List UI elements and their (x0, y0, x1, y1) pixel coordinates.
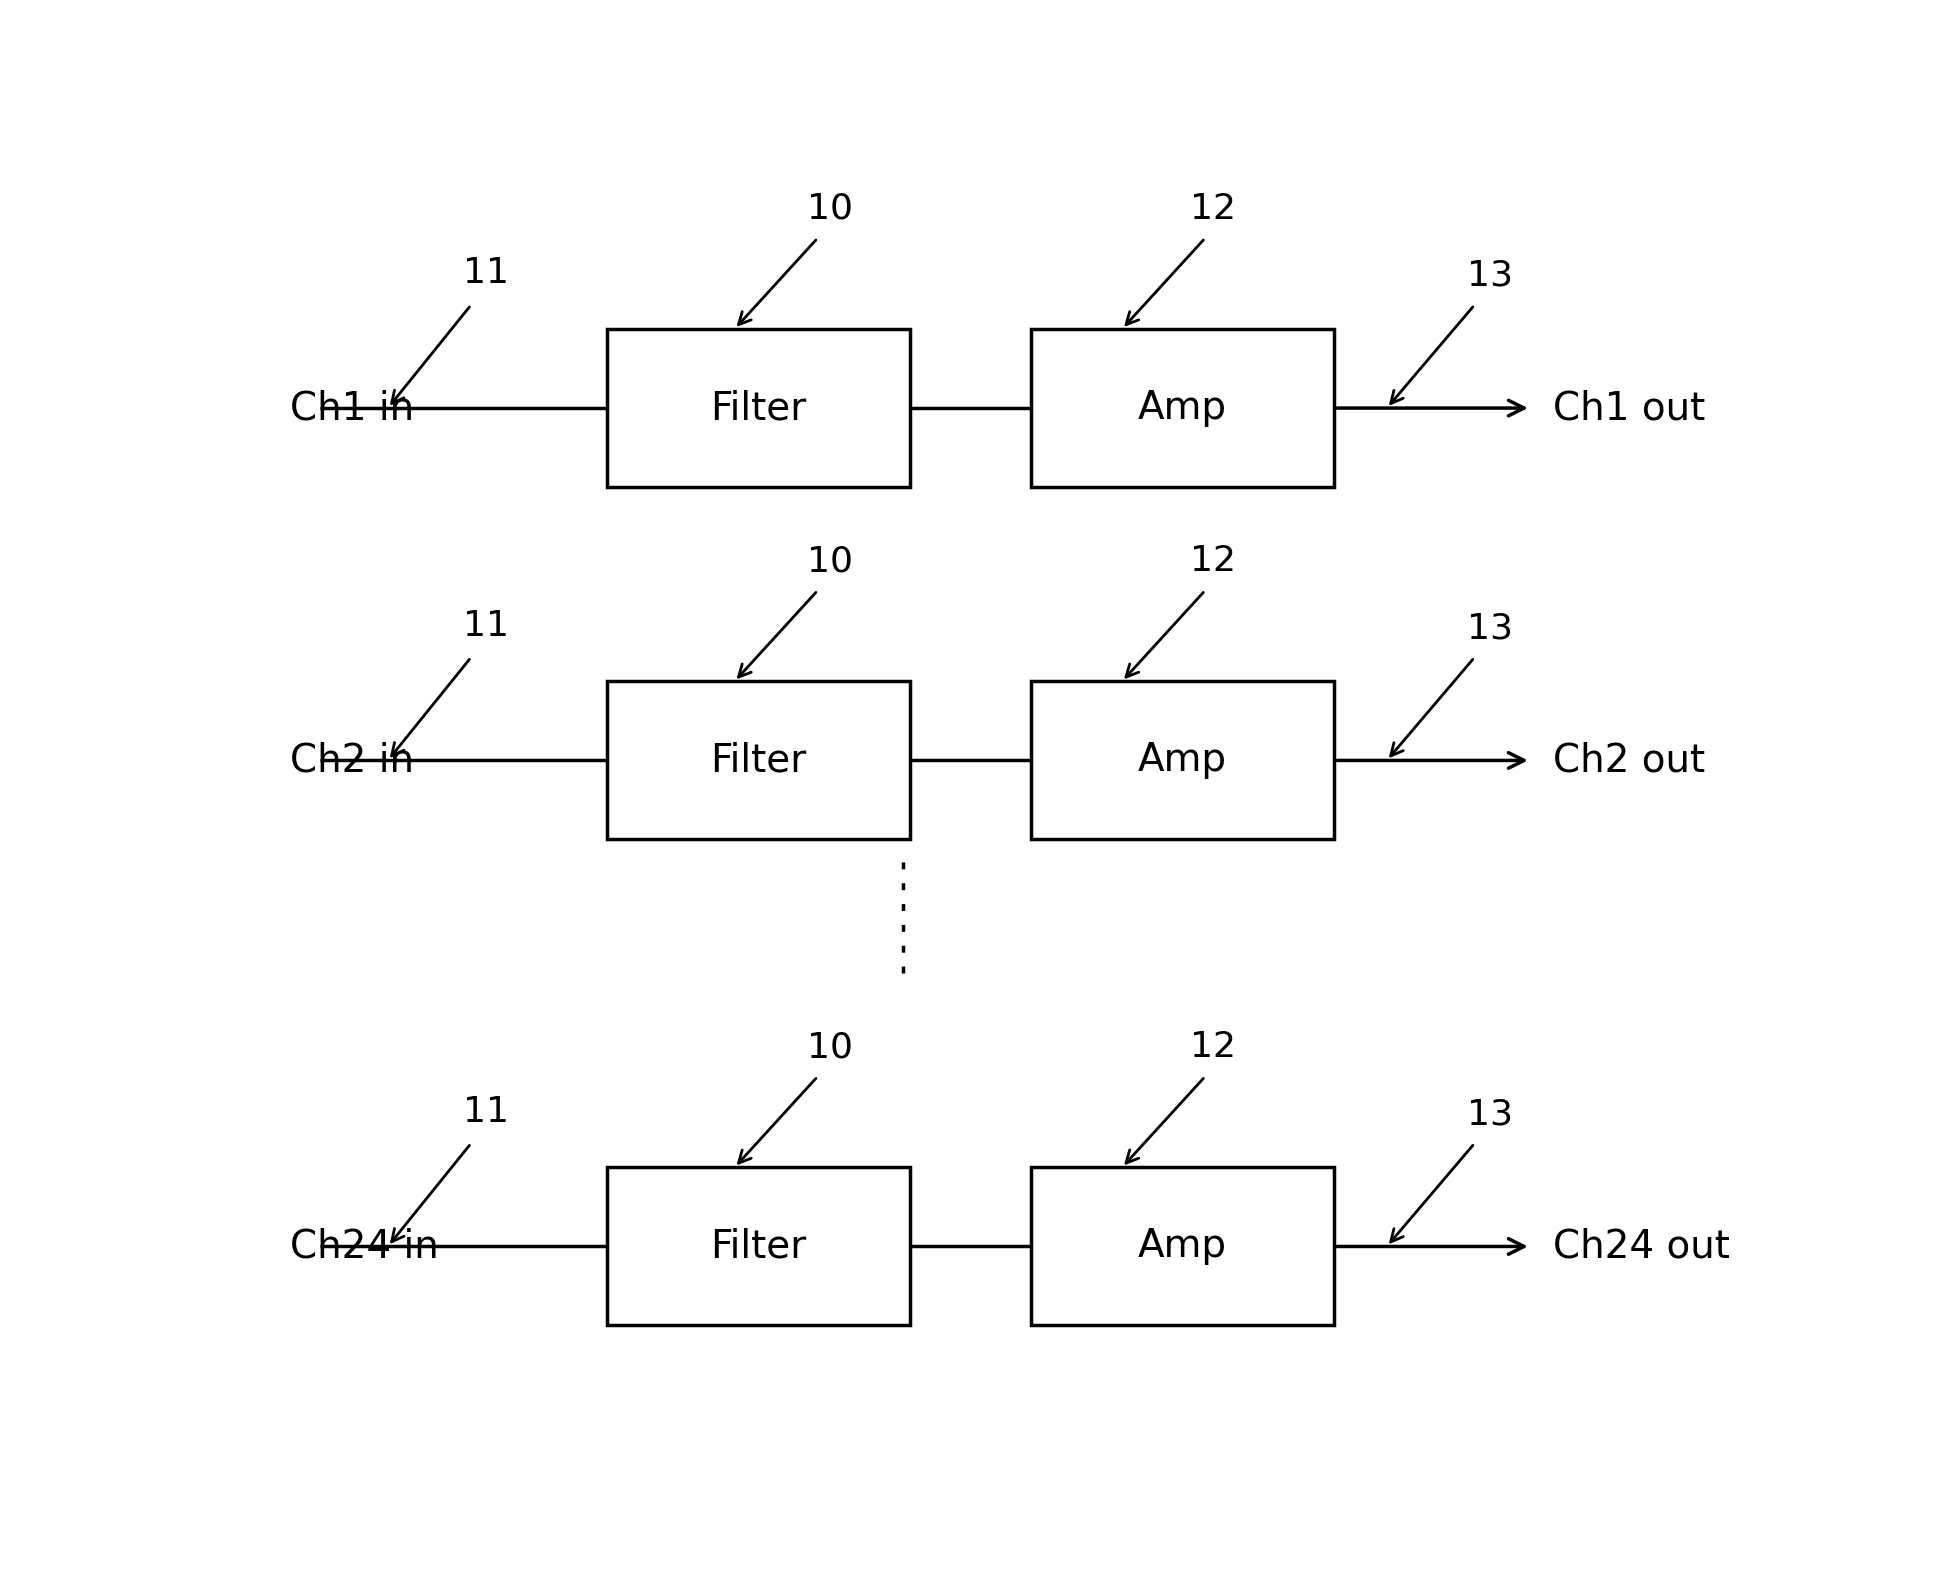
Bar (607, 682, 910, 839)
Bar (607, 1168, 910, 1326)
Text: Filter: Filter (711, 390, 807, 428)
Text: 13: 13 (1467, 611, 1514, 645)
Text: Ch24 in: Ch24 in (289, 1228, 437, 1266)
Text: 13: 13 (1467, 259, 1514, 292)
Text: 10: 10 (807, 1030, 853, 1064)
Text: Ch2 in: Ch2 in (289, 742, 414, 780)
Text: Amp: Amp (1139, 742, 1226, 780)
Text: Ch2 out: Ch2 out (1553, 742, 1705, 780)
Text: 11: 11 (463, 609, 510, 642)
Text: 12: 12 (1189, 1030, 1236, 1064)
Text: Ch24 out: Ch24 out (1553, 1228, 1730, 1266)
Bar (1031, 330, 1334, 488)
Bar (1031, 682, 1334, 839)
Text: Ch1 in: Ch1 in (289, 390, 414, 428)
Text: 12: 12 (1189, 193, 1236, 226)
Bar (607, 330, 910, 488)
Text: 10: 10 (807, 544, 853, 578)
Text: Filter: Filter (711, 742, 807, 780)
Text: 10: 10 (807, 193, 853, 226)
Text: Ch1 out: Ch1 out (1553, 390, 1705, 428)
Text: 13: 13 (1467, 1097, 1514, 1131)
Text: Filter: Filter (711, 1228, 807, 1266)
Text: 12: 12 (1189, 544, 1236, 578)
Text: Amp: Amp (1139, 1228, 1226, 1266)
Text: Amp: Amp (1139, 390, 1226, 428)
Bar (1031, 1168, 1334, 1326)
Text: 11: 11 (463, 256, 510, 290)
Text: 11: 11 (463, 1095, 510, 1128)
